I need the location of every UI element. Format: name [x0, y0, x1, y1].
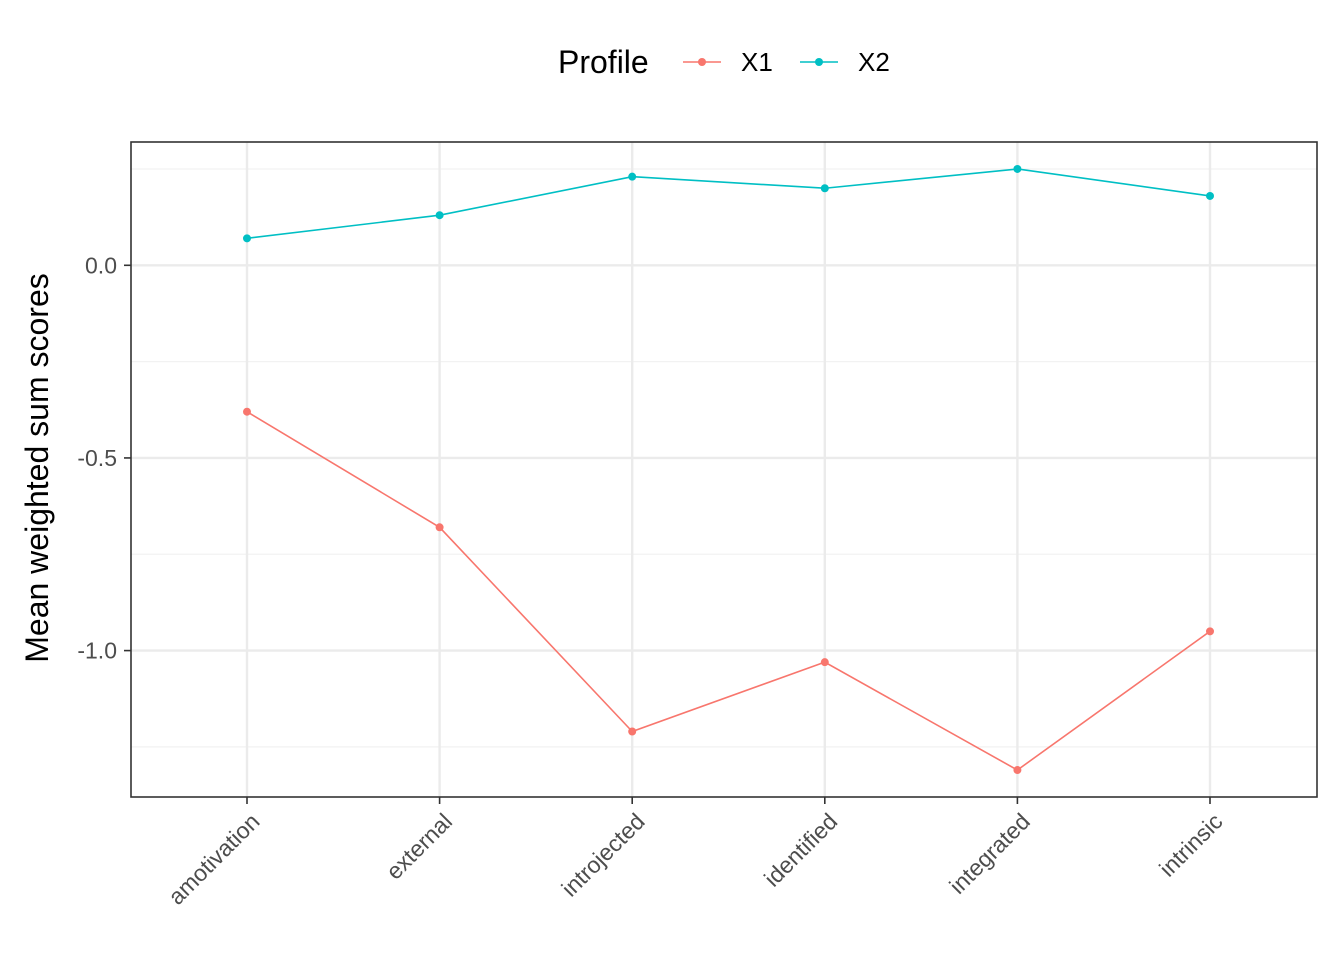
data-point-x1: [243, 408, 251, 416]
data-point-x2: [628, 173, 636, 181]
legend-label: X1: [741, 47, 773, 77]
data-point-x1: [628, 728, 636, 736]
data-point-x2: [821, 184, 829, 192]
data-point-x2: [1013, 165, 1021, 173]
data-point-x1: [436, 523, 444, 531]
legend-key-point: [698, 58, 706, 66]
data-point-x2: [436, 211, 444, 219]
legend-key-point: [815, 58, 823, 66]
data-point-x2: [1206, 192, 1214, 200]
data-point-x1: [1013, 766, 1021, 774]
data-point-x1: [821, 658, 829, 666]
y-axis-title: Mean weighted sum scores: [19, 273, 55, 663]
y-tick-label: -0.5: [77, 445, 117, 471]
data-point-x1: [1206, 627, 1214, 635]
y-tick-label: -1.0: [77, 638, 117, 664]
legend-title: Profile: [558, 44, 649, 80]
y-tick-label: 0.0: [85, 252, 117, 278]
legend-label: X2: [858, 47, 890, 77]
data-point-x2: [243, 234, 251, 242]
